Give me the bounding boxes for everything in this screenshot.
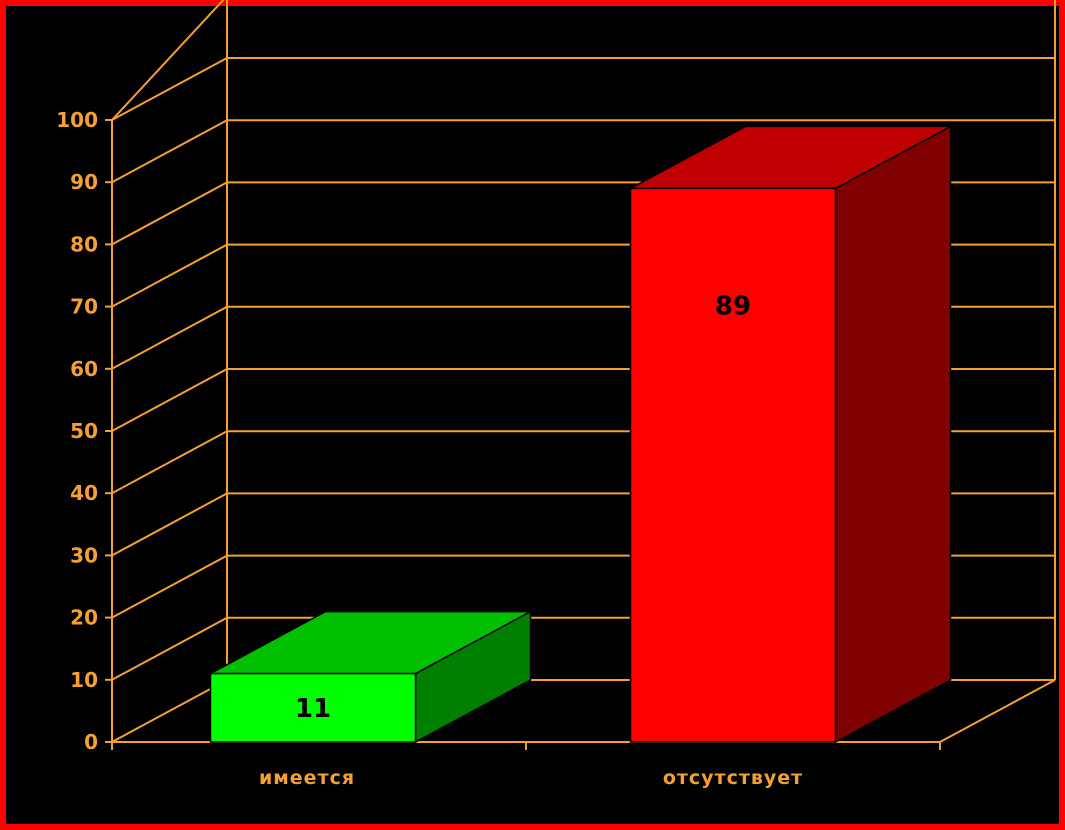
floor-right-edge: [939, 679, 1056, 743]
side-gridline: [111, 679, 228, 743]
y-tick-label: 30: [70, 543, 98, 567]
x-tick-label: отсутствует: [663, 767, 803, 789]
side-gridline: [111, 119, 228, 184]
side-gridline: [111, 57, 228, 121]
y-tick-label: 40: [70, 481, 98, 505]
y-tick-label: 20: [70, 606, 98, 630]
y-tick-label: 100: [56, 108, 98, 132]
y-tick-label: 0: [84, 730, 98, 754]
bar-front-face: [629, 187, 837, 743]
bar-2: 89: [629, 125, 952, 744]
y-tick-label: 60: [70, 357, 98, 381]
side-gridline: [111, 430, 228, 495]
side-gridline: [111, 368, 228, 432]
y-tick-label: 50: [70, 419, 98, 443]
y-tick-label: 10: [70, 668, 98, 692]
side-gridline: [111, 616, 228, 681]
data-label: 89: [715, 291, 751, 321]
side-gridline: [111, 243, 228, 308]
side-gridline: [111, 554, 228, 619]
data-label: 11: [295, 694, 331, 724]
side-wall: [111, 0, 228, 743]
bar-side-face: [834, 125, 952, 744]
bars: 11 89: [209, 125, 952, 744]
side-gridline: [111, 492, 228, 557]
x-axis-ticks: имеется отсутствует: [111, 742, 941, 789]
x-tick-label: имеется: [259, 767, 355, 789]
side-gridline: [111, 305, 228, 370]
bar-front-face: [209, 672, 417, 743]
y-tick-label: 80: [70, 232, 98, 256]
side-wall-top-edge: [111, 0, 225, 121]
y-axis-ticks: 0 10 20 30 40 50 60 70 80 90 100: [56, 108, 112, 754]
y-tick-label: 70: [70, 295, 98, 319]
y-tick-label: 90: [70, 170, 98, 194]
bar-1: 11: [209, 610, 532, 744]
side-gridline: [111, 181, 228, 246]
